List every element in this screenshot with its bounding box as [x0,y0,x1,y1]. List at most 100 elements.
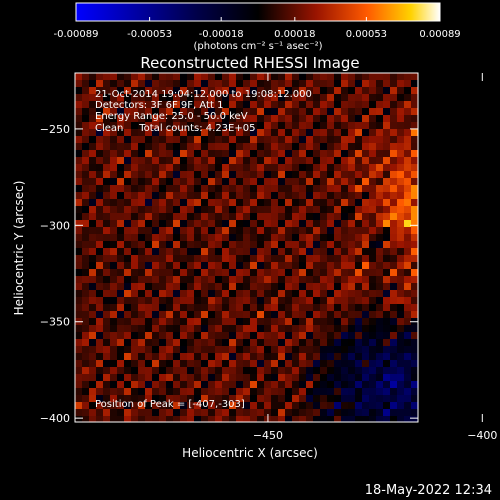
heatmap-pixel [243,395,251,403]
heatmap-pixel [320,248,328,256]
heatmap-pixel [369,297,377,305]
heatmap-pixel [362,248,370,256]
heatmap-pixel [369,171,377,179]
heatmap-pixel [131,395,139,403]
heatmap-pixel [89,402,97,410]
heatmap-pixel [369,143,377,151]
heatmap-pixel [194,220,202,228]
heatmap-pixel [376,178,384,186]
heatmap-pixel [383,213,391,221]
heatmap-pixel [257,276,265,284]
heatmap-pixel [229,101,237,109]
heatmap-pixel [348,367,356,375]
heatmap-pixel [75,150,83,158]
heatmap-pixel [152,297,160,305]
heatmap-pixel [369,304,377,312]
heatmap-pixel [320,108,328,116]
heatmap-pixel [215,178,223,186]
heatmap-pixel [138,360,146,368]
heatmap-pixel [159,395,167,403]
heatmap-pixel [208,227,216,235]
heatmap-pixel [229,164,237,172]
heatmap-pixel [138,346,146,354]
heatmap-pixel [131,332,139,340]
heatmap-pixel [236,87,244,95]
heatmap-pixel [159,283,167,291]
heatmap-pixel [299,269,307,277]
heatmap-pixel [257,206,265,214]
heatmap-pixel [327,360,335,368]
heatmap-pixel [313,297,321,305]
heatmap-pixel [131,206,139,214]
heatmap-pixel [257,269,265,277]
heatmap-pixel [355,290,363,298]
heatmap-pixel [152,367,160,375]
heatmap-pixel [208,192,216,200]
heatmap-pixel [117,164,125,172]
heatmap-pixel [117,73,125,81]
heatmap-pixel [229,367,237,375]
heatmap-pixel [75,241,83,249]
heatmap-pixel [243,122,251,130]
heatmap-pixel [369,388,377,396]
heatmap-pixel [334,381,342,389]
heatmap-pixel [299,164,307,172]
colorbar-tick-label: 0.00018 [274,29,315,40]
heatmap-pixel [306,171,314,179]
heatmap-pixel [236,290,244,298]
heatmap-pixel [362,360,370,368]
heatmap-pixel [313,171,321,179]
heatmap-pixel [341,367,349,375]
heatmap-pixel [383,227,391,235]
heatmap-pixel [145,402,153,410]
heatmap-pixel [299,94,307,102]
heatmap-pixel [327,276,335,284]
heatmap-pixel [264,206,272,214]
heatmap-pixel [131,353,139,361]
heatmap-pixel [271,297,279,305]
heatmap-pixel [250,199,258,207]
heatmap-pixel [257,304,265,312]
heatmap-pixel [383,332,391,340]
heatmap-pixel [89,178,97,186]
heatmap-pixel [334,402,342,410]
heatmap-pixel [201,192,209,200]
heatmap-pixel [103,185,111,193]
heatmap-pixel [117,346,125,354]
heatmap-pixel [117,297,125,305]
heatmap-pixel [194,360,202,368]
heatmap-pixel [124,164,132,172]
heatmap-pixel [236,297,244,305]
heatmap-pixel [110,388,118,396]
heatmap-pixel [411,332,418,340]
heatmap-pixel [341,73,349,81]
heatmap-pixel [257,290,265,298]
heatmap-pixel [145,129,153,137]
heatmap-pixel [215,346,223,354]
heatmap-pixel [376,339,384,347]
heatmap-pixel [243,290,251,298]
heatmap-pixel [236,360,244,368]
heatmap-pixel [376,325,384,333]
heatmap-pixel [390,416,398,422]
heatmap-pixel [187,395,195,403]
heatmap-pixel [229,199,237,207]
heatmap-pixel [327,262,335,270]
heatmap-pixel [341,192,349,200]
heatmap-pixel [271,101,279,109]
heatmap-pixel [187,129,195,137]
heatmap-pixel [292,101,300,109]
heatmap-pixel [194,283,202,291]
heatmap-pixel [152,136,160,144]
heatmap-pixel [159,353,167,361]
heatmap-pixel [145,388,153,396]
heatmap-pixel [362,241,370,249]
heatmap-pixel [243,255,251,263]
heatmap-pixel [250,311,258,319]
heatmap-pixel [292,255,300,263]
heatmap-pixel [173,122,181,130]
heatmap-pixel [257,136,265,144]
heatmap-pixel [138,262,146,270]
heatmap-pixel [89,269,97,277]
heatmap-pixel [236,409,244,417]
